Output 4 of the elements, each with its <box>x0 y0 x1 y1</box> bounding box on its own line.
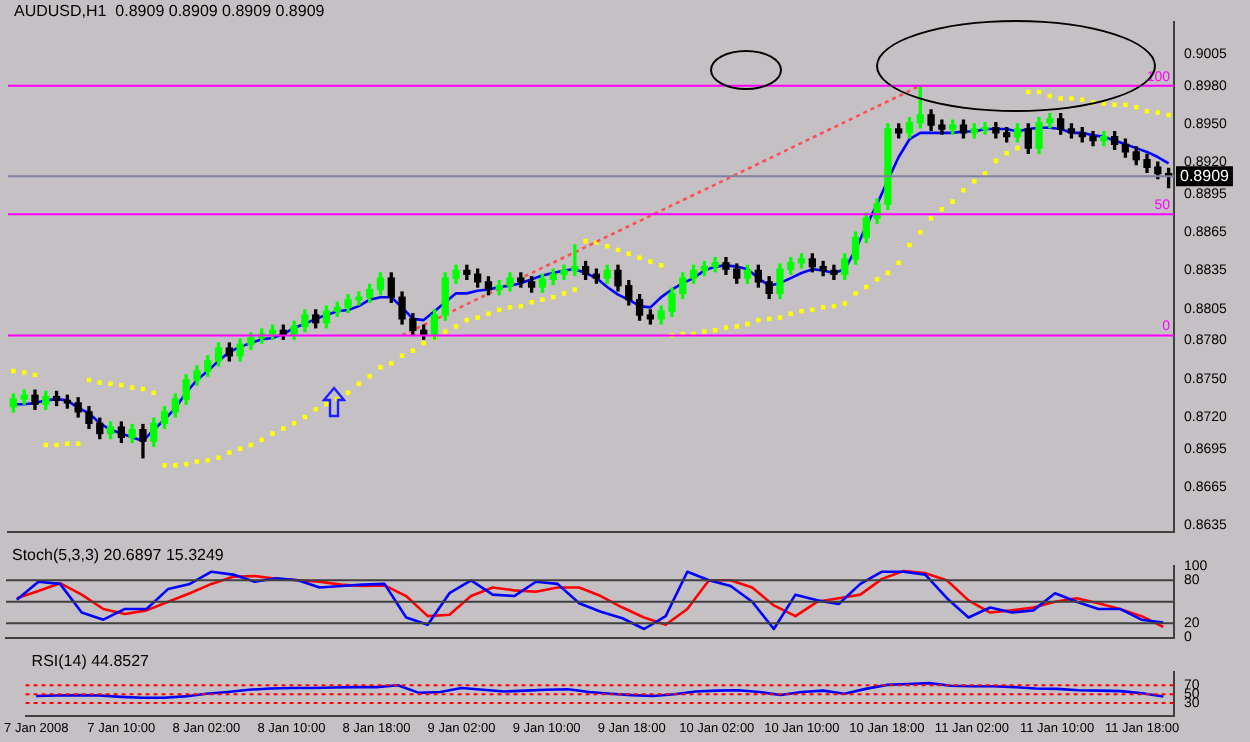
chart-title: RSI(14) 44.8527 <box>31 652 151 671</box>
chart-title: AUDUSD,H1 0.8909 0.8909 0.8909 0.8909 <box>14 2 326 21</box>
ref-line-label: 0.8909 <box>1180 166 1231 185</box>
chart-title: Stoch(5,3,3) 20.6897 15.3249 <box>12 546 225 565</box>
